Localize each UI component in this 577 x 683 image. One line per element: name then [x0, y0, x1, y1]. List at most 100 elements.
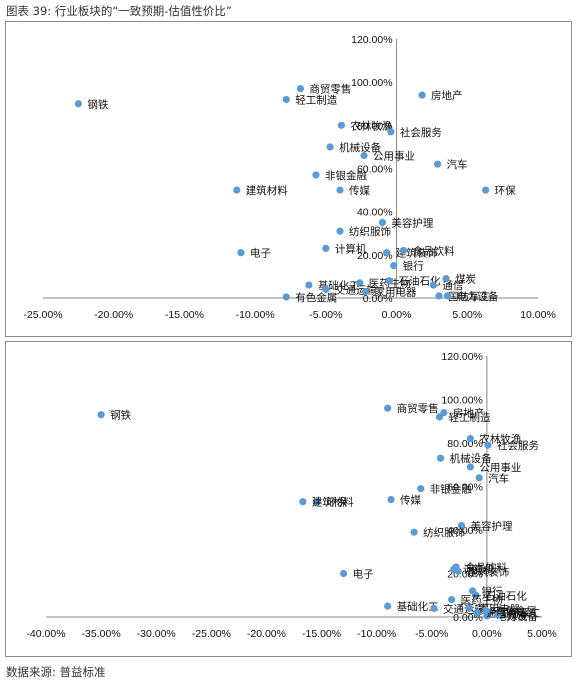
data-point-label: 通信 — [442, 280, 463, 292]
data-point-label: 有色金属 — [295, 291, 337, 304]
x-tick-label: -5.00% — [415, 628, 448, 640]
data-point — [384, 602, 392, 610]
data-point — [326, 143, 334, 151]
data-point — [305, 281, 313, 289]
data-point — [390, 262, 398, 270]
data-point — [436, 454, 445, 462]
data-point-label: 环保 — [495, 184, 516, 197]
data-point-label: 煤炭 — [455, 273, 476, 286]
x-tick-label: -20.00% — [94, 309, 133, 321]
data-point — [473, 609, 481, 617]
data-point — [435, 292, 443, 300]
data-point-label: 交通运输 — [335, 283, 377, 296]
data-point-label: 电子 — [250, 247, 271, 260]
data-point-label: 美容护理 — [391, 216, 433, 229]
data-point-label: 银行 — [482, 585, 503, 598]
data-point-label: 公用事业 — [479, 461, 521, 474]
data-point — [233, 186, 241, 194]
data-point — [340, 569, 348, 578]
x-tick-label: -25.00% — [23, 309, 62, 321]
data-point-label: 商贸零售 — [309, 83, 351, 96]
data-point — [482, 606, 490, 615]
data-point-label: 建筑材料 — [312, 496, 354, 509]
data-point-label: 传媒 — [400, 494, 421, 507]
y-tick-label: 80.00% — [357, 120, 393, 132]
data-point-label: 公用事业 — [373, 150, 415, 163]
scatter-chart-top: -25.00% -20.00% -15.00% -10.00% -5.00% 0.00% 5… — [23, 34, 555, 321]
data-point — [337, 121, 346, 129]
data-point — [378, 218, 387, 227]
y-tick-label: 40.00% — [447, 525, 483, 537]
data-point — [361, 287, 370, 296]
data-point-label: 机械设备 — [339, 141, 381, 154]
data-point-label: 美容护理 — [471, 520, 513, 533]
data-point-label: 医药生物 — [461, 594, 503, 607]
data-point — [322, 244, 330, 252]
data-point-label: 银行 — [403, 260, 424, 273]
scatter-chart-bottom: -40.00% -35.00% -30.00% -25.00% -20.00% -15.0… — [26, 351, 556, 640]
data-point — [482, 186, 490, 194]
data-point-label: 国防军工 — [498, 607, 540, 620]
data-point-label: 纺织服饰 — [423, 526, 465, 539]
y-tick-label: 0.00% — [363, 293, 393, 305]
data-point — [484, 441, 492, 449]
data-point-label: 建筑材料 — [246, 184, 288, 197]
data-point — [387, 495, 395, 504]
y-tick-label: 120.00% — [351, 34, 392, 46]
data-point-label: 电力设备 — [456, 290, 498, 303]
data-point-label: 非银金融 — [325, 169, 367, 182]
data-point-label: 计算机 — [335, 242, 367, 255]
data-point — [429, 281, 437, 289]
data-point — [435, 413, 444, 421]
data-point-label: 食品饮料 — [413, 245, 455, 258]
y-tick-label: 60.00% — [357, 164, 393, 176]
data-point — [410, 528, 418, 536]
data-point-label: 建筑装饰 — [467, 565, 509, 578]
data-point — [443, 292, 452, 300]
data-point — [433, 160, 442, 168]
data-point — [312, 171, 320, 179]
data-point-label: 电子 — [353, 568, 374, 581]
data-source-note: 数据来源: 普益标准 — [6, 665, 106, 679]
data-point — [282, 293, 290, 301]
data-point — [387, 128, 395, 136]
x-tick-label: 0.00% — [382, 309, 412, 321]
x-tick-label: -5.00% — [309, 309, 342, 321]
data-point-label: 煤炭 — [507, 609, 528, 622]
data-point-label: 房地产 — [453, 407, 485, 420]
data-point — [440, 408, 448, 417]
data-point — [494, 611, 502, 619]
data-point — [97, 411, 105, 419]
data-point-label: 社会服务 — [497, 439, 539, 452]
data-point-label: 社会服务 — [400, 126, 442, 139]
data-point-label: 环保 — [326, 496, 347, 509]
x-tick-label: -10.00% — [236, 309, 275, 321]
data-point-label: 农林牧渔 — [350, 119, 392, 132]
data-point — [430, 604, 438, 612]
data-point — [466, 435, 474, 443]
figure-title: 图表 39: 行业板块的“一致预期-估值性价比” — [6, 4, 232, 18]
data-point — [448, 596, 456, 604]
data-point-label: 机械设备 — [450, 452, 492, 465]
y-tick-label: 80.00% — [447, 438, 483, 450]
x-tick-label: 5.00% — [452, 309, 482, 321]
x-tick-label: -30.00% — [137, 628, 176, 640]
data-point — [472, 591, 480, 599]
data-point — [475, 474, 483, 482]
data-point-label: 钢铁 — [87, 98, 108, 111]
data-point — [299, 498, 307, 506]
data-point-label: 食品饮料 — [465, 561, 507, 574]
data-point-label: 汽车 — [447, 158, 468, 171]
data-point-label: 家用电器 — [374, 286, 416, 299]
data-point-label: 石油石化 — [485, 589, 527, 602]
y-tick-label: 120.00% — [441, 351, 482, 363]
data-point-label: 非银金融 — [430, 483, 472, 496]
data-point — [442, 274, 450, 283]
y-tick-label: 100.00% — [351, 77, 392, 89]
data-point — [360, 151, 368, 160]
data-point-label: 房地产 — [431, 89, 463, 102]
data-point — [296, 85, 304, 93]
data-point-label: 钢铁 — [110, 409, 131, 422]
x-tick-label: -40.00% — [26, 628, 65, 640]
data-point — [336, 186, 344, 194]
